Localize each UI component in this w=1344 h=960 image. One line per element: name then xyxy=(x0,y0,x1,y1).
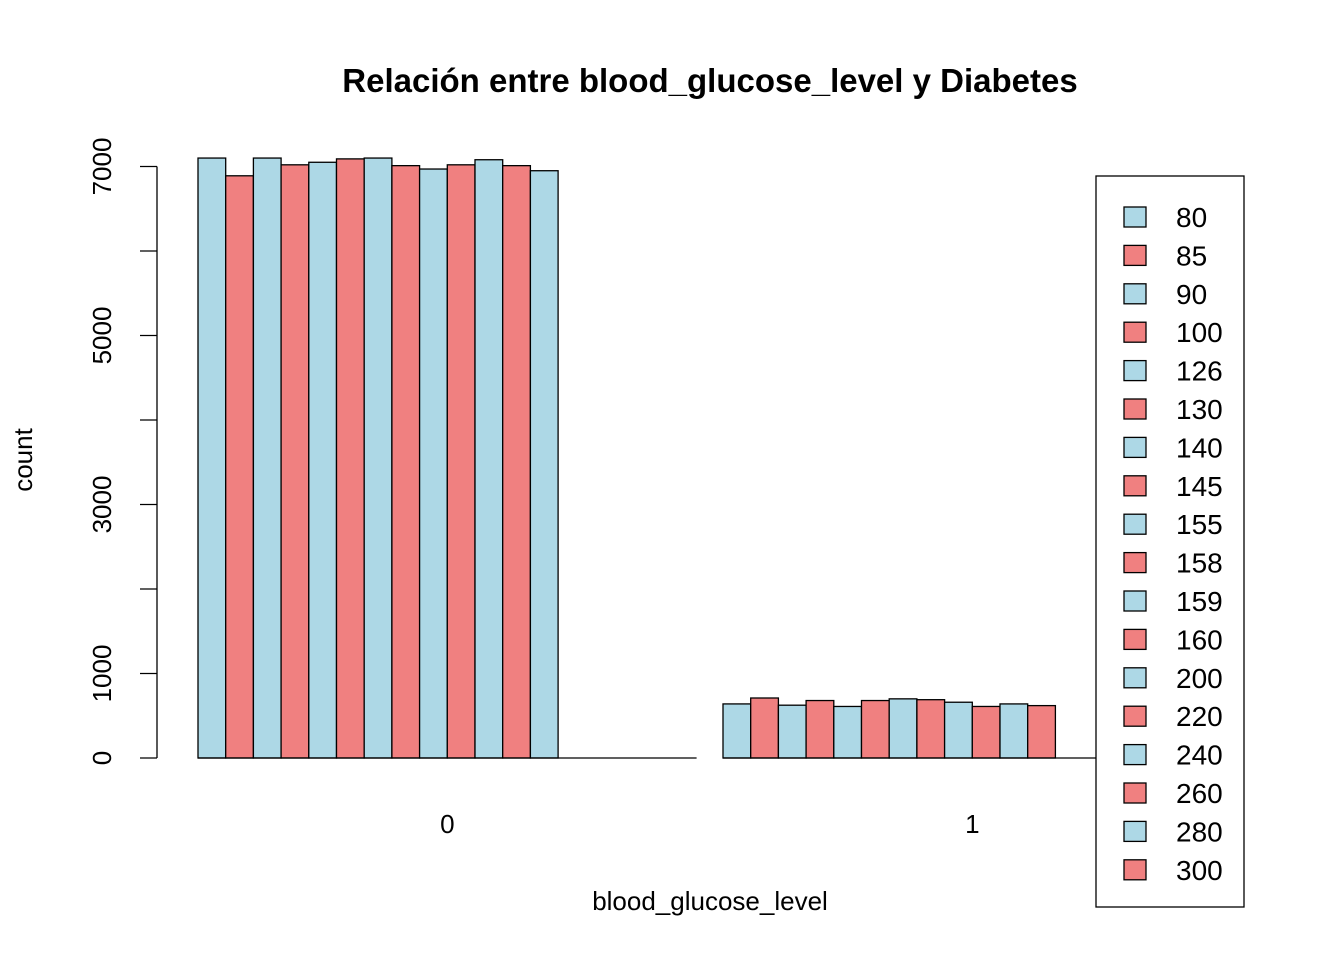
y-tick-label: 5000 xyxy=(87,307,117,365)
bar-155-cat-1 xyxy=(943,701,973,759)
bar-85-cat-1 xyxy=(750,697,780,759)
bar-200-cat-0 xyxy=(529,170,559,759)
legend-label: 158 xyxy=(1176,548,1223,579)
legend-label: 140 xyxy=(1176,432,1223,463)
bar-160-cat-0 xyxy=(502,164,532,759)
legend-label: 85 xyxy=(1176,240,1207,271)
legend-swatch xyxy=(1123,283,1147,305)
bar-100-cat-0 xyxy=(280,164,310,759)
legend: 80 85 90 100 126 130 140 145 155 158 159 160 200 220 2… xyxy=(1095,175,1245,908)
legend-swatch xyxy=(1123,590,1147,612)
x-tick-label: 1 xyxy=(965,809,979,839)
bar-130-cat-0 xyxy=(335,158,365,759)
legend-label: 80 xyxy=(1176,202,1207,233)
legend-swatch xyxy=(1123,820,1147,843)
legend-label: 159 xyxy=(1176,586,1223,617)
legend-swatch xyxy=(1123,628,1147,651)
legend-swatch xyxy=(1123,321,1147,343)
legend-swatch xyxy=(1123,475,1147,497)
legend-label: 145 xyxy=(1176,471,1223,502)
bar-140-cat-1 xyxy=(888,698,918,759)
legend-box xyxy=(1095,175,1245,908)
legend-label: 240 xyxy=(1176,740,1223,771)
legend-swatch xyxy=(1123,743,1147,766)
legend-swatch xyxy=(1123,513,1147,535)
legend-label: 260 xyxy=(1176,778,1223,809)
bar-158-cat-0 xyxy=(446,164,476,759)
bar-126-cat-1 xyxy=(833,705,863,759)
legend-label: 160 xyxy=(1176,624,1223,655)
legend-label: 200 xyxy=(1176,663,1223,694)
legend-swatch xyxy=(1123,551,1147,574)
legend-swatch xyxy=(1123,782,1147,804)
bar-130-cat-1 xyxy=(860,699,890,759)
bar-145-cat-1 xyxy=(916,699,946,759)
x-axis-label: blood_glucose_level xyxy=(592,886,828,916)
bar-85-cat-0 xyxy=(225,175,255,759)
bar-80-cat-0 xyxy=(197,157,227,759)
bar-90-cat-1 xyxy=(777,704,807,759)
legend-label: 130 xyxy=(1176,394,1223,425)
bar-160-cat-1 xyxy=(1027,704,1057,759)
legend-label: 220 xyxy=(1176,701,1223,732)
y-axis: 0 1000 3000 5000 7000 xyxy=(87,138,158,765)
legend-label: 100 xyxy=(1176,317,1223,348)
y-axis-label: count xyxy=(8,427,38,491)
legend-swatch xyxy=(1123,436,1147,459)
chart-title: Relación entre blood_glucose_level y Dia… xyxy=(342,62,1077,99)
legend-swatch xyxy=(1123,859,1147,881)
x-tick-label: 0 xyxy=(440,809,454,839)
legend-label: 90 xyxy=(1176,279,1207,310)
bar-158-cat-1 xyxy=(971,705,1001,759)
bar-80-cat-1 xyxy=(722,703,752,759)
bars xyxy=(197,157,1057,759)
y-tick-label: 0 xyxy=(87,751,117,765)
y-tick-label: 1000 xyxy=(87,645,117,703)
legend-swatch xyxy=(1123,398,1147,420)
legend-label: 280 xyxy=(1176,816,1223,847)
bar-159-cat-1 xyxy=(999,703,1029,759)
y-tick-label: 3000 xyxy=(87,476,117,534)
bar-140-cat-0 xyxy=(363,157,393,759)
legend-swatch xyxy=(1123,206,1147,228)
bar-145-cat-0 xyxy=(391,164,421,759)
bar-100-cat-1 xyxy=(805,699,835,759)
bar-159-cat-0 xyxy=(474,159,504,759)
legend-swatch xyxy=(1123,244,1147,267)
legend-swatch xyxy=(1123,359,1147,382)
legend-label: 126 xyxy=(1176,356,1223,387)
legend-label: 300 xyxy=(1176,855,1223,886)
bar-155-cat-0 xyxy=(418,168,448,759)
bar-126-cat-0 xyxy=(308,161,338,759)
legend-label: 155 xyxy=(1176,509,1223,540)
legend-swatch xyxy=(1123,667,1147,689)
legend-swatch xyxy=(1123,705,1147,727)
y-tick-label: 7000 xyxy=(87,138,117,196)
bar-90-cat-0 xyxy=(252,157,282,759)
